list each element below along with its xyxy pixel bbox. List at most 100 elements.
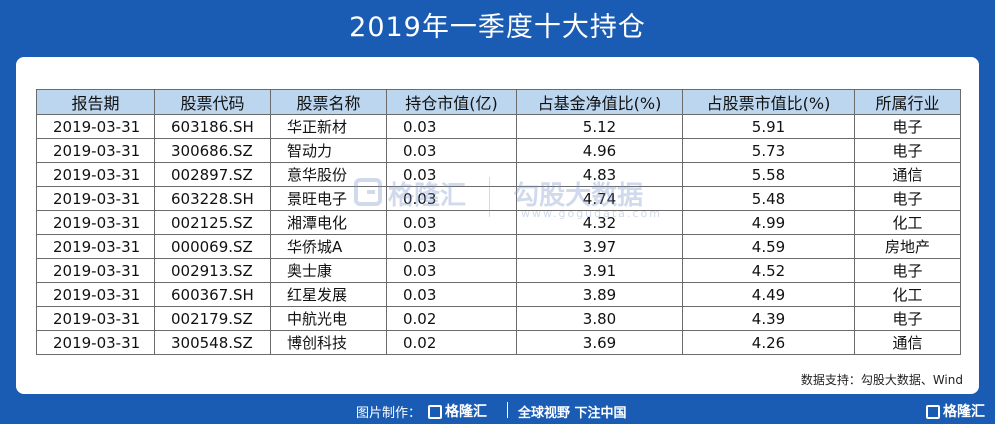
table-header-row: 报告期 股票代码 股票名称 持仓市值(亿) 占基金净值比(%) 占股票市值比(%) 所属行业 bbox=[36, 89, 961, 115]
stock-code-cell: 600367.SH bbox=[154, 282, 271, 307]
footer-made-by: 图片制作： bbox=[356, 406, 422, 421]
report-date-cell: 2019-03-31 bbox=[36, 282, 155, 307]
stock-ratio-cell: 4.52 bbox=[682, 258, 855, 283]
stock-ratio-cell: 5.73 bbox=[682, 138, 855, 163]
holding-value-cell: 0.03 bbox=[386, 114, 517, 139]
stock-ratio-cell: 4.59 bbox=[682, 234, 855, 259]
data-source: 数据支持：勾股大数据、Wind bbox=[800, 373, 963, 387]
holding-value-cell: 0.03 bbox=[386, 162, 517, 187]
stock-code-cell: 002897.SZ bbox=[154, 162, 271, 187]
industry-cell: 电子 bbox=[854, 114, 961, 139]
column-header: 股票代码 bbox=[154, 89, 271, 115]
industry-cell: 电子 bbox=[854, 138, 961, 163]
stock-code-cell: 300548.SZ bbox=[154, 330, 271, 355]
holding-value-cell: 0.03 bbox=[386, 210, 517, 235]
nav-ratio-cell: 4.74 bbox=[516, 186, 683, 211]
industry-cell: 电子 bbox=[854, 258, 961, 283]
stock-name-cell: 红星发展 bbox=[270, 282, 387, 307]
stock-name-cell: 意华股份 bbox=[270, 162, 387, 187]
stock-name-cell: 景旺电子 bbox=[270, 186, 387, 211]
column-header: 股票名称 bbox=[270, 89, 387, 115]
stock-ratio-cell: 4.26 bbox=[682, 330, 855, 355]
stock-name-cell: 智动力 bbox=[270, 138, 387, 163]
stock-name-cell: 华正新材 bbox=[270, 114, 387, 139]
holding-value-cell: 0.02 bbox=[386, 306, 517, 331]
table-row: 2019-03-31 002913.SZ 奥士康 0.03 3.91 4.52 电子 bbox=[36, 258, 961, 283]
column-header: 持仓市值(亿) bbox=[386, 89, 517, 115]
report-date-cell: 2019-03-31 bbox=[36, 234, 155, 259]
stock-name-cell: 博创科技 bbox=[270, 330, 387, 355]
holdings-table: 报告期 股票代码 股票名称 持仓市值(亿) 占基金净值比(%) 占股票市值比(%) 所属行业… bbox=[36, 89, 961, 355]
stock-code-cell: 603228.SH bbox=[154, 186, 271, 211]
report-date-cell: 2019-03-31 bbox=[36, 258, 155, 283]
report-date-cell: 2019-03-31 bbox=[36, 210, 155, 235]
column-header: 所属行业 bbox=[854, 89, 961, 115]
holding-value-cell: 0.02 bbox=[386, 330, 517, 355]
table-row: 2019-03-31 000069.SZ 华侨城A 0.03 3.97 4.59 房地产 bbox=[36, 234, 961, 259]
page-title: 2019年一季度十大持仓 bbox=[349, 12, 646, 43]
logo-icon bbox=[428, 405, 442, 419]
industry-cell: 电子 bbox=[854, 306, 961, 331]
stock-code-cell: 002179.SZ bbox=[154, 306, 271, 331]
holding-value-cell: 0.03 bbox=[386, 186, 517, 211]
stock-name-cell: 华侨城A bbox=[270, 234, 387, 259]
stock-ratio-cell: 5.58 bbox=[682, 162, 855, 187]
stock-name-cell: 湘潭电化 bbox=[270, 210, 387, 235]
report-date-cell: 2019-03-31 bbox=[36, 186, 155, 211]
stock-code-cell: 000069.SZ bbox=[154, 234, 271, 259]
nav-ratio-cell: 4.96 bbox=[516, 138, 683, 163]
nav-ratio-cell: 3.89 bbox=[516, 282, 683, 307]
holding-value-cell: 0.03 bbox=[386, 138, 517, 163]
footer-logo: 格隆汇 bbox=[428, 401, 487, 421]
industry-cell: 化工 bbox=[854, 210, 961, 235]
nav-ratio-cell: 3.80 bbox=[516, 306, 683, 331]
table-row: 2019-03-31 002179.SZ 中航光电 0.02 3.80 4.39 电子 bbox=[36, 306, 961, 331]
nav-ratio-cell: 3.91 bbox=[516, 258, 683, 283]
footer-divider bbox=[507, 402, 508, 418]
column-header: 占基金净值比(%) bbox=[516, 89, 683, 115]
holding-value-cell: 0.03 bbox=[386, 258, 517, 283]
stock-code-cell: 002913.SZ bbox=[154, 258, 271, 283]
stock-ratio-cell: 4.99 bbox=[682, 210, 855, 235]
report-date-cell: 2019-03-31 bbox=[36, 114, 155, 139]
corner-logo: 格隆汇 bbox=[926, 401, 985, 421]
table-row: 2019-03-31 002125.SZ 湘潭电化 0.03 4.32 4.99 化工 bbox=[36, 210, 961, 235]
stock-ratio-cell: 4.49 bbox=[682, 282, 855, 307]
industry-cell: 电子 bbox=[854, 186, 961, 211]
column-header: 占股票市值比(%) bbox=[682, 89, 855, 115]
report-date-cell: 2019-03-31 bbox=[36, 306, 155, 331]
industry-cell: 化工 bbox=[854, 282, 961, 307]
stock-code-cell: 603186.SH bbox=[154, 114, 271, 139]
footer-bar: 图片制作： 格隆汇 全球视野 下注中国 格隆汇 bbox=[0, 398, 995, 424]
industry-cell: 房地产 bbox=[854, 234, 961, 259]
nav-ratio-cell: 3.97 bbox=[516, 234, 683, 259]
table-body: 2019-03-31 603186.SH 华正新材 0.03 5.12 5.91 电子 201… bbox=[36, 114, 961, 355]
table-row: 2019-03-31 600367.SH 红星发展 0.03 3.89 4.49 化工 bbox=[36, 282, 961, 307]
table-row: 2019-03-31 603228.SH 景旺电子 0.03 4.74 5.48 电子 bbox=[36, 186, 961, 211]
stock-code-cell: 002125.SZ bbox=[154, 210, 271, 235]
holding-value-cell: 0.03 bbox=[386, 234, 517, 259]
industry-cell: 通信 bbox=[854, 162, 961, 187]
nav-ratio-cell: 4.83 bbox=[516, 162, 683, 187]
report-date-cell: 2019-03-31 bbox=[36, 162, 155, 187]
watermark-logo-icon bbox=[354, 178, 382, 206]
table-row: 2019-03-31 300548.SZ 博创科技 0.02 3.69 4.26 通信 bbox=[36, 330, 961, 355]
holding-value-cell: 0.03 bbox=[386, 282, 517, 307]
report-date-cell: 2019-03-31 bbox=[36, 330, 155, 355]
table-row: 2019-03-31 300686.SZ 智动力 0.03 4.96 5.73 电子 bbox=[36, 138, 961, 163]
industry-cell: 通信 bbox=[854, 330, 961, 355]
table-row: 2019-03-31 002897.SZ 意华股份 0.03 4.83 5.58 通信 bbox=[36, 162, 961, 187]
footer-slogan: 全球视野 下注中国 bbox=[518, 406, 627, 421]
stock-name-cell: 中航光电 bbox=[270, 306, 387, 331]
corner-logo-text: 格隆汇 bbox=[943, 404, 985, 420]
stock-code-cell: 300686.SZ bbox=[154, 138, 271, 163]
column-header: 报告期 bbox=[36, 89, 155, 115]
stock-name-cell: 奥士康 bbox=[270, 258, 387, 283]
stock-ratio-cell: 5.91 bbox=[682, 114, 855, 139]
nav-ratio-cell: 3.69 bbox=[516, 330, 683, 355]
footer-logo-text: 格隆汇 bbox=[445, 404, 487, 420]
table-row: 2019-03-31 603186.SH 华正新材 0.03 5.12 5.91 电子 bbox=[36, 114, 961, 139]
nav-ratio-cell: 4.32 bbox=[516, 210, 683, 235]
stock-ratio-cell: 4.39 bbox=[682, 306, 855, 331]
report-date-cell: 2019-03-31 bbox=[36, 138, 155, 163]
